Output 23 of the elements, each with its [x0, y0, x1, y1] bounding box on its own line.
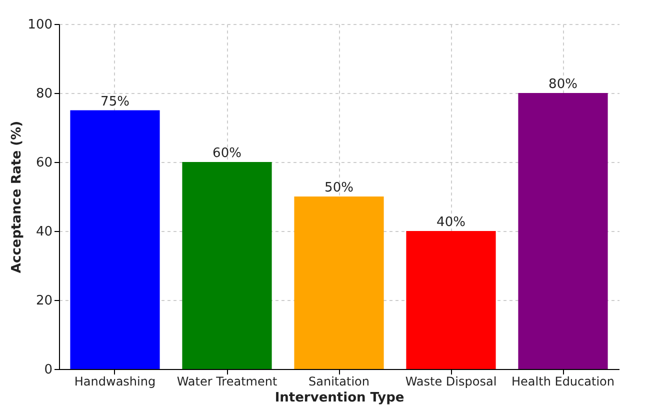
y-tick-label: 100 — [28, 18, 52, 32]
data-label: 75% — [100, 94, 130, 110]
data-label: 60% — [212, 146, 242, 161]
y-tick-label: 80 — [36, 86, 52, 102]
x-tick-label: Health Education — [512, 374, 614, 388]
bar — [294, 196, 384, 369]
data-label: 40% — [436, 215, 466, 230]
data-label: 80% — [548, 77, 578, 92]
x-tick-label: Waste Disposal — [405, 374, 497, 388]
y-axis-title: Acceptance Rate (%) — [10, 120, 25, 274]
y-tick-label: 60 — [36, 156, 52, 170]
x-tick-label: Sanitation — [308, 374, 370, 388]
data-label: 50% — [324, 180, 354, 196]
y-tick-label: 20 — [36, 294, 52, 308]
y-tick-label: 0 — [44, 362, 52, 378]
bar — [182, 162, 272, 369]
bar — [70, 110, 160, 369]
x-axis-title: Intervention Type — [274, 390, 404, 405]
bar — [406, 231, 496, 369]
y-tick-label: 40 — [36, 224, 52, 240]
x-tick-label: Water Treatment — [176, 374, 278, 388]
x-tick-label: Handwashing — [74, 374, 156, 388]
bar — [518, 93, 608, 369]
